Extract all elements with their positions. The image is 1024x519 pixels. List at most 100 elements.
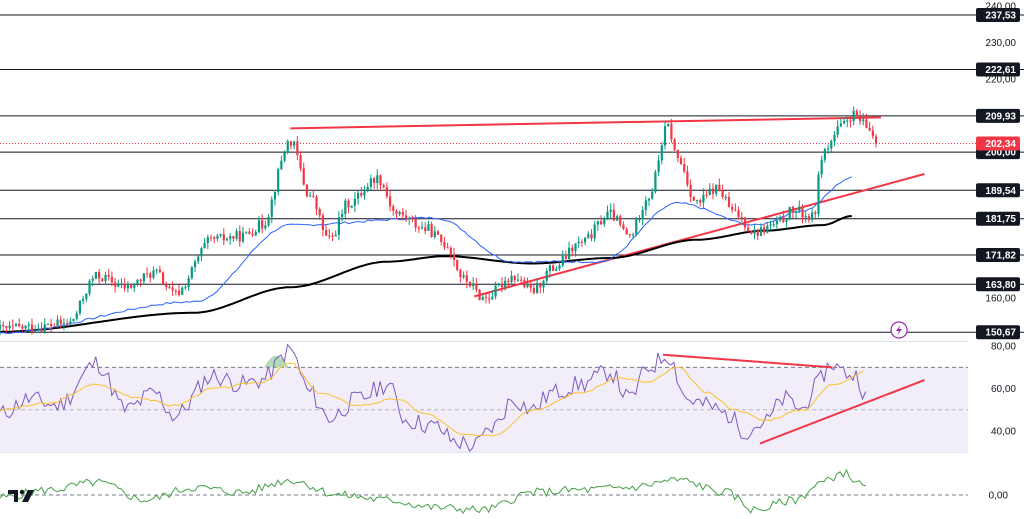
candle-body — [110, 276, 114, 283]
candle-body — [574, 243, 577, 252]
candle-body — [670, 123, 673, 140]
tradingview-logo[interactable] — [8, 488, 38, 504]
candle-body — [267, 216, 270, 226]
candle-body — [312, 195, 315, 197]
candle-body — [187, 278, 190, 288]
level-badge-label: 200,00 — [985, 148, 1016, 159]
price-pane[interactable]: 240,00 230,00 220,00 160,00 237,53 222,61 209… — [0, 2, 1024, 340]
candle-body — [302, 168, 305, 185]
candle-body — [62, 323, 66, 325]
candle-body — [46, 323, 50, 325]
candle-body — [465, 275, 468, 282]
candle-body — [532, 287, 536, 293]
candle-body — [117, 284, 120, 287]
candle-body — [270, 199, 273, 217]
rsi-trendline[interactable] — [759, 379, 925, 445]
candle-body — [139, 279, 142, 282]
candle-body — [225, 238, 229, 241]
candle-body — [200, 248, 203, 257]
rsi-pane[interactable]: 80,00 60,00 40,00 — [0, 342, 1016, 452]
alert-bolt-icon[interactable] — [890, 321, 908, 339]
rsi-trendlines[interactable] — [663, 353, 925, 445]
candle-body — [711, 188, 715, 194]
candle-body — [481, 297, 484, 301]
oscillator-axis[interactable]: 0,00 — [989, 491, 1009, 502]
candle-body — [542, 280, 545, 288]
rsi-axis[interactable]: 80,00 60,00 40,00 — [991, 342, 1016, 438]
price-tick-label: 240,00 — [985, 2, 1016, 13]
current-price-label: 202,34 — [985, 139, 1016, 150]
level-badge-label: 189,54 — [985, 186, 1016, 197]
candle-body — [494, 285, 497, 297]
candle-body — [334, 234, 337, 237]
rsi-signal-line — [0, 362, 864, 437]
candle-body — [165, 283, 168, 287]
candle-body — [388, 196, 392, 207]
candle-body — [839, 123, 842, 127]
candle-body — [66, 323, 69, 325]
candle-body — [842, 121, 846, 124]
oscillator-pane[interactable]: 0,00 — [0, 468, 1009, 514]
candle-body — [50, 323, 53, 327]
candle-body — [750, 231, 753, 234]
level-badge-label: 150,67 — [985, 328, 1016, 339]
ma-slow-line — [0, 215, 852, 333]
ma-fast-line — [0, 176, 852, 335]
candle-body — [660, 145, 663, 161]
candle-body — [737, 210, 740, 218]
candle-body — [360, 193, 363, 196]
candle-body — [580, 241, 583, 243]
candle-body — [209, 237, 213, 239]
price-trendline[interactable] — [474, 173, 925, 298]
rsi-tick-label: 80,00 — [991, 342, 1016, 353]
price-axis[interactable]: 240,00 230,00 220,00 160,00 — [985, 2, 1016, 305]
candle-body — [289, 141, 293, 146]
candle-body — [347, 200, 350, 208]
candle-body — [862, 119, 865, 122]
candle-body — [219, 234, 222, 236]
candle-body — [692, 196, 695, 201]
candle-body — [261, 220, 264, 229]
price-level-badges: 237,53 222,61 209,93 200,00 189,54 181,75 171,… — [976, 8, 1020, 340]
candle-body — [417, 227, 420, 229]
candle-body — [622, 224, 625, 229]
candle-body — [763, 227, 766, 233]
candle-body — [852, 110, 855, 122]
candle-body — [548, 265, 552, 272]
candle-body — [855, 110, 858, 117]
candle-body — [213, 237, 216, 239]
price-trendlines[interactable] — [290, 116, 925, 298]
candle-body — [411, 218, 414, 220]
candle-body — [245, 231, 248, 233]
candle-body — [251, 233, 254, 236]
candle-body — [868, 127, 871, 131]
candle-body — [552, 265, 555, 271]
candle-body — [376, 175, 379, 184]
candle-body — [459, 269, 462, 278]
candle-body — [695, 200, 699, 202]
candle-body — [337, 217, 341, 235]
candle-body — [536, 282, 539, 293]
candle-body — [181, 287, 184, 295]
rsi-trendline[interactable] — [663, 353, 833, 369]
candle-body — [468, 281, 472, 287]
candle-body — [798, 206, 801, 211]
candle-body — [331, 235, 334, 237]
candle-body — [865, 119, 868, 128]
price-trendline[interactable] — [290, 116, 881, 130]
candle-body — [129, 284, 133, 288]
level-badge — [976, 108, 1020, 123]
candle-body — [8, 325, 11, 328]
candle-body — [721, 190, 724, 197]
candle-body — [846, 120, 849, 122]
candle-body — [810, 212, 814, 220]
rsi-line — [0, 343, 867, 452]
candle-body — [328, 235, 331, 237]
candle-body — [414, 218, 417, 228]
candle-body — [747, 227, 750, 232]
candle-body — [248, 231, 251, 234]
candle-body — [356, 193, 360, 199]
candle-body — [526, 283, 529, 287]
candle-body — [382, 185, 385, 188]
